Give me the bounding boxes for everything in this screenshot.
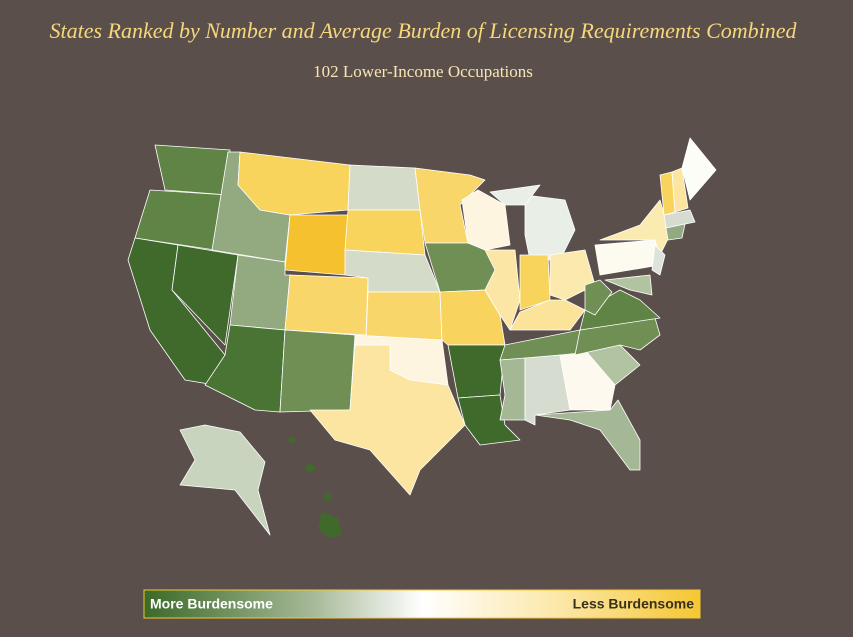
legend-gradient (143, 589, 701, 619)
subtitle: 102 Lower-Income Occupations (313, 62, 533, 81)
states (127, 137, 717, 538)
legend-right-label: Less Burdensome (573, 596, 695, 612)
legend: More Burdensome Less Burdensome (143, 589, 701, 619)
title: States Ranked by Number and Average Burd… (49, 18, 797, 43)
legend-left-label: More Burdensome (150, 596, 273, 612)
